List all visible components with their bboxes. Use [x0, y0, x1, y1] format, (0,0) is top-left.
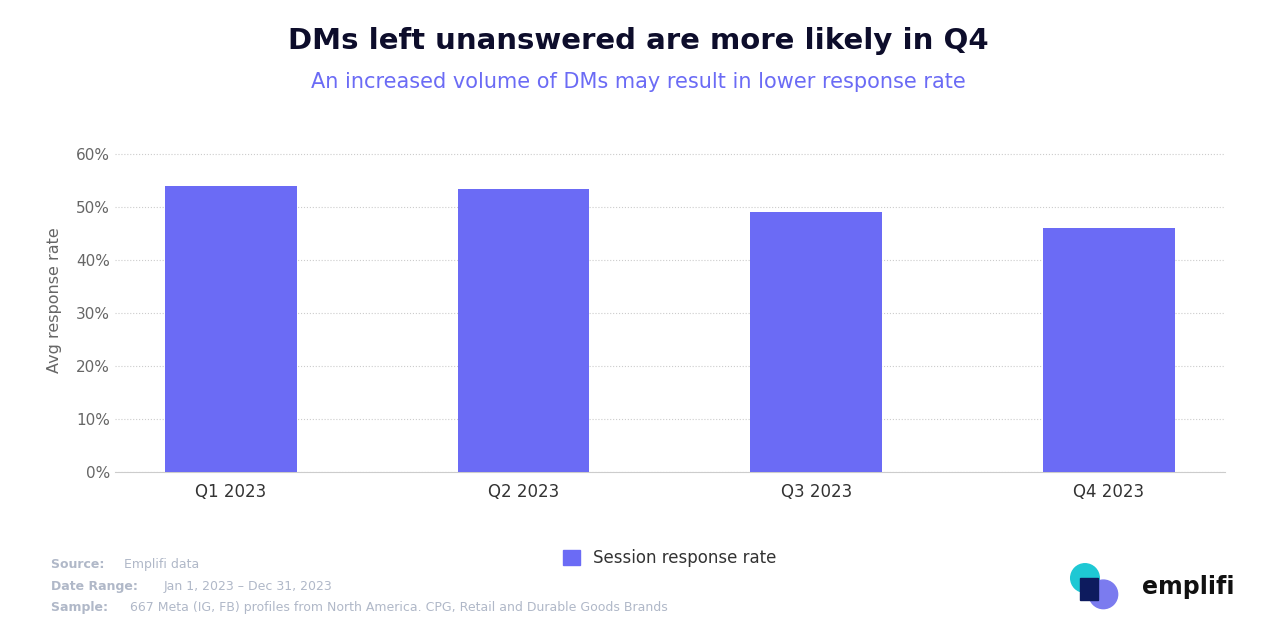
Bar [1079, 578, 1099, 600]
Text: Jan 1, 2023 – Dec 31, 2023: Jan 1, 2023 – Dec 31, 2023 [163, 581, 332, 593]
Text: An increased volume of DMs may result in lower response rate: An increased volume of DMs may result in… [310, 71, 966, 92]
Bar [458, 189, 590, 472]
Legend: Session response rate: Session response rate [556, 543, 783, 574]
Text: emplifi: emplifi [1142, 575, 1234, 599]
Circle shape [1071, 564, 1099, 592]
Text: DMs left unanswered are more likely in Q4: DMs left unanswered are more likely in Q… [287, 27, 989, 56]
Text: Date Range:: Date Range: [51, 581, 143, 593]
Bar [1042, 228, 1174, 472]
Text: Emplifi data: Emplifi data [124, 558, 199, 571]
Text: Source:: Source: [51, 558, 108, 571]
Text: 667 Meta (IG, FB) profiles from North America. CPG, Retail and Durable Goods Bra: 667 Meta (IG, FB) profiles from North Am… [130, 601, 667, 614]
Bar [166, 186, 297, 472]
Text: Sample:: Sample: [51, 601, 112, 614]
Y-axis label: Avg response rate: Avg response rate [47, 227, 63, 373]
Bar [750, 212, 882, 472]
Circle shape [1090, 580, 1118, 609]
